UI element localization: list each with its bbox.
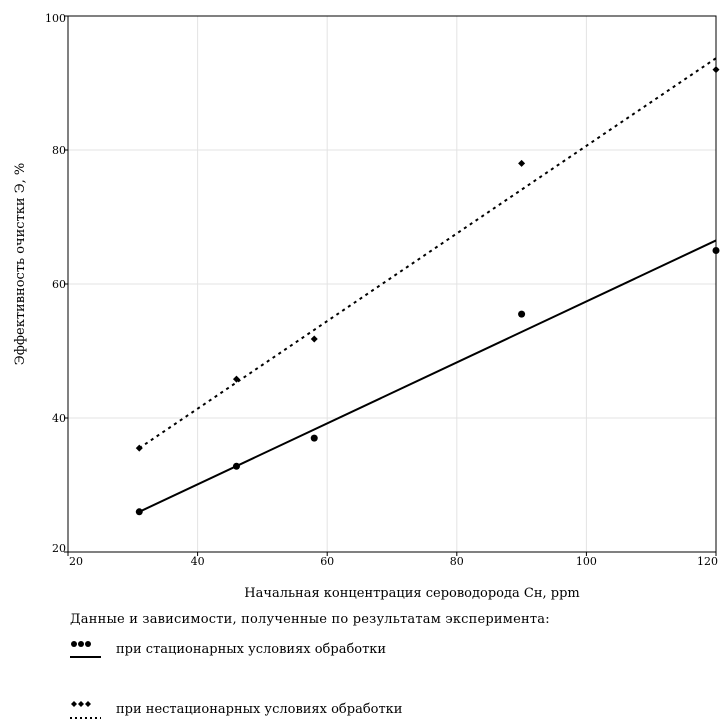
data-point-circle	[232, 462, 240, 470]
x-tick-label: 20	[69, 555, 83, 568]
data-point-diamond	[310, 335, 318, 343]
data-point-diamond	[232, 375, 240, 383]
y-tick-label: 40	[52, 412, 66, 425]
series-2	[135, 57, 720, 452]
data-point-diamond	[135, 444, 143, 452]
data-point-circle	[310, 434, 318, 442]
series-1	[135, 239, 720, 516]
x-axis-label: Начальная концентрация сероводорода Сн, …	[244, 586, 579, 601]
x-tick-label: 120	[697, 555, 718, 568]
x-tick-label: 40	[191, 555, 205, 568]
data-point-circle	[135, 508, 143, 516]
x-tick-label: 100	[576, 555, 597, 568]
data-point-diamond	[712, 66, 720, 74]
x-tick-label: 60	[320, 555, 334, 568]
data-point-circle	[518, 310, 526, 318]
y-tick-label: 100	[45, 12, 66, 25]
y-tick-label: 80	[52, 144, 66, 157]
x-tick-label: 80	[450, 555, 464, 568]
series-fit-line-solid	[138, 239, 717, 513]
y-tick-label: 20	[52, 542, 66, 555]
grid	[68, 16, 716, 552]
y-axis-label: Эффективность очистки Э, %	[13, 163, 28, 366]
series-fit-line-dotted	[138, 57, 717, 449]
axis-ticks: 20 40 60 80 100 120 20 40 60 80 100	[45, 12, 718, 568]
data-point-diamond	[518, 159, 526, 167]
y-tick-label: 60	[52, 278, 66, 291]
series-layer	[135, 57, 720, 516]
data-point-circle	[712, 247, 720, 254]
